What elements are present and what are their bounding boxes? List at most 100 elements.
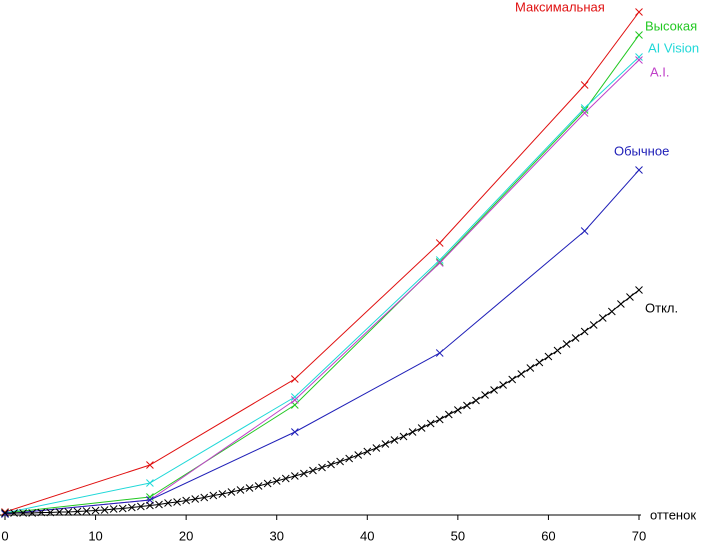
point-marker — [535, 358, 544, 367]
point-marker — [345, 454, 354, 463]
point-marker — [218, 490, 227, 498]
point-marker — [290, 428, 299, 436]
point-marker — [417, 424, 426, 432]
point-marker — [354, 451, 363, 459]
point-marker — [372, 444, 381, 452]
point-marker — [236, 486, 245, 494]
point-marker — [28, 509, 37, 517]
point-marker — [290, 393, 299, 401]
point-marker — [318, 463, 326, 472]
point-marker — [91, 506, 100, 515]
point-marker — [191, 495, 200, 503]
point-marker — [272, 477, 281, 485]
x-tick-label: 60 — [541, 528, 555, 542]
point-marker — [173, 498, 181, 506]
point-marker — [118, 504, 127, 513]
point-marker — [490, 386, 498, 394]
point-marker — [435, 256, 444, 264]
point-marker — [381, 440, 390, 448]
point-marker — [1, 508, 9, 516]
series-line — [4, 169, 640, 515]
point-marker — [209, 491, 218, 500]
point-marker — [263, 479, 272, 488]
point-marker — [254, 482, 263, 490]
point-marker — [454, 406, 462, 414]
point-marker — [227, 488, 236, 496]
series-line — [4, 34, 640, 514]
point-marker — [19, 509, 27, 517]
point-marker — [327, 460, 335, 469]
x-axis-label: оттенок — [650, 507, 696, 522]
point-marker — [617, 300, 625, 308]
point-marker — [481, 391, 489, 399]
point-marker — [580, 327, 589, 336]
point-marker — [472, 396, 480, 405]
series-label: A.I. — [650, 64, 670, 79]
point-marker — [390, 436, 399, 444]
point-marker — [562, 340, 571, 348]
x-tick-label: 10 — [88, 528, 102, 542]
point-marker — [517, 370, 526, 378]
point-marker — [100, 506, 109, 514]
point-marker — [635, 166, 643, 174]
x-tick-label: 30 — [269, 528, 283, 542]
point-marker — [1, 509, 9, 517]
point-marker — [598, 314, 607, 322]
point-marker — [146, 501, 154, 510]
x-tick-label: 50 — [451, 528, 465, 542]
point-marker — [635, 31, 643, 39]
point-marker — [73, 507, 82, 516]
point-marker — [408, 428, 417, 436]
series-line — [5, 289, 640, 514]
series-label: Максимальная — [515, 0, 605, 14]
point-marker — [363, 447, 372, 456]
series-line — [4, 56, 640, 514]
point-marker — [580, 227, 589, 235]
point-marker — [580, 109, 589, 117]
series-label: AI Vision — [648, 40, 699, 55]
point-marker — [290, 375, 299, 383]
series-line — [4, 11, 640, 513]
point-marker — [155, 500, 163, 509]
point-marker — [1, 510, 9, 518]
point-marker — [336, 457, 344, 466]
point-marker — [607, 307, 616, 316]
point-marker — [300, 469, 308, 478]
point-marker — [589, 321, 598, 329]
point-marker — [635, 8, 643, 16]
point-marker — [635, 53, 643, 61]
point-marker — [137, 502, 145, 511]
x-tick-label: 20 — [179, 528, 193, 542]
point-marker — [635, 56, 643, 64]
x-tick-label: 70 — [632, 528, 646, 542]
x-tick-label: 40 — [360, 528, 374, 542]
point-marker — [10, 509, 18, 517]
point-marker — [435, 239, 444, 247]
point-marker — [444, 410, 453, 419]
point-marker — [544, 352, 553, 361]
series-label: Высокая — [645, 18, 697, 33]
point-marker — [164, 499, 172, 507]
point-marker — [55, 508, 64, 516]
point-marker — [508, 375, 517, 384]
point-marker — [200, 493, 209, 502]
point-marker — [435, 349, 444, 357]
point-marker — [245, 484, 254, 492]
series-label: Откл. — [645, 300, 678, 315]
series-line — [4, 59, 640, 515]
point-marker — [146, 479, 154, 487]
point-marker — [426, 419, 435, 428]
point-marker — [499, 381, 507, 389]
point-marker — [182, 496, 190, 505]
point-marker — [571, 334, 580, 342]
point-marker — [109, 505, 118, 513]
point-marker — [127, 503, 136, 512]
point-marker — [435, 259, 444, 267]
series-label: Обычное — [614, 143, 669, 158]
point-marker — [435, 258, 444, 266]
point-marker — [580, 81, 589, 89]
point-marker — [526, 364, 535, 372]
point-marker — [46, 508, 55, 517]
